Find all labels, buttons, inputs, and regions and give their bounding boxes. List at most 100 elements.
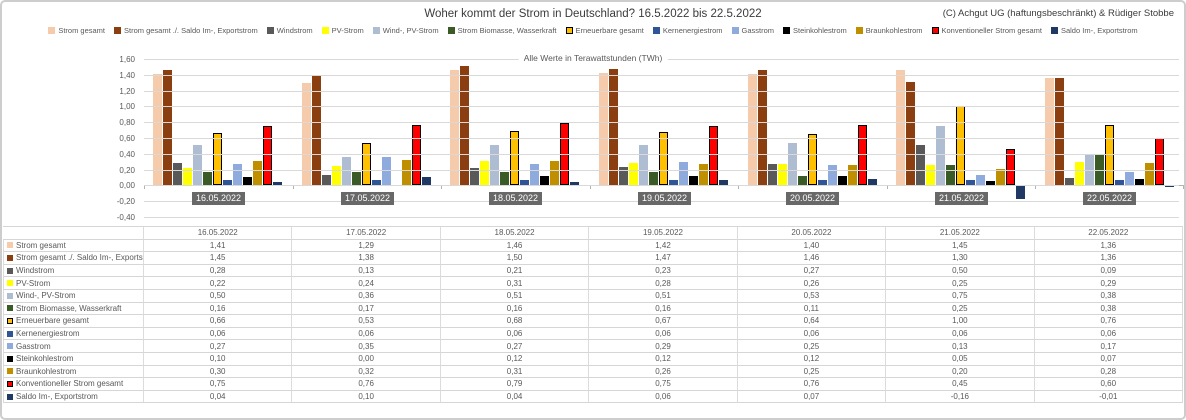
table-row-label: Strom gesamt ./. Saldo Im-, Exportstrom bbox=[3, 252, 144, 265]
y-axis-tick-label: -0,40 bbox=[116, 213, 135, 222]
legend-swatch bbox=[372, 27, 380, 34]
table-row-swatch bbox=[7, 292, 13, 299]
gridline bbox=[144, 169, 1179, 171]
legend-item: Saldo Im-, Exportstrom bbox=[1050, 26, 1138, 35]
table-cell: 0,67 bbox=[589, 315, 738, 328]
table-cell: 0,20 bbox=[886, 365, 1035, 379]
table-row-label: Kernenergiestrom bbox=[3, 327, 144, 341]
table-cell: 1,40 bbox=[737, 239, 887, 253]
table-row-label: Windstrom bbox=[3, 264, 144, 278]
bar bbox=[629, 163, 638, 185]
legend-label: Erneuerbare gesamt bbox=[575, 26, 644, 35]
table-row-label: Wind-, PV-Strom bbox=[3, 289, 144, 303]
table-row-label: Saldo Im-, Exportstrom bbox=[3, 390, 144, 404]
bar bbox=[649, 172, 658, 185]
y-axis-tick-label: 0,40 bbox=[119, 149, 135, 159]
y-axis-tick-label: 1,00 bbox=[119, 102, 135, 112]
table-cell: 0,17 bbox=[292, 302, 441, 316]
bar bbox=[798, 176, 807, 185]
table-cell: 1,30 bbox=[886, 252, 1035, 265]
table-cell: 0,45 bbox=[886, 378, 1035, 391]
legend-item: Strom gesamt ./. Saldo Im-, Exportstrom bbox=[114, 26, 258, 35]
legend-label: Steinkohlestrom bbox=[793, 26, 847, 35]
bar bbox=[1115, 180, 1124, 185]
plot-area: 16.05.2022 17.05.2022 18.05.2022 19.05.2022… bbox=[144, 59, 1184, 229]
table-cell: 0,22 bbox=[144, 277, 293, 290]
table-cell: 0,35 bbox=[292, 340, 441, 353]
table-row-swatch bbox=[7, 317, 13, 324]
x-axis-label-text: 22.05.2022 bbox=[1082, 192, 1137, 206]
bar bbox=[926, 165, 935, 185]
table-cell: 0,12 bbox=[440, 352, 590, 366]
legend-swatch bbox=[565, 27, 573, 34]
table-row-label-text: Steinkohlestrom bbox=[16, 354, 74, 364]
y-axis-tick-label: 1,40 bbox=[119, 70, 135, 80]
bar bbox=[858, 125, 867, 185]
x-axis-label-text: 17.05.2022 bbox=[340, 192, 395, 206]
table-row-label-text: Braunkohlestrom bbox=[16, 366, 77, 376]
table-cell: 0,27 bbox=[144, 340, 293, 353]
x-axis-tick bbox=[1183, 185, 1184, 190]
table-cell: 0,06 bbox=[440, 327, 590, 341]
table-cell: 0,66 bbox=[144, 315, 293, 328]
bar bbox=[936, 126, 945, 185]
table-cell: -0,16 bbox=[886, 390, 1035, 404]
table-cell: 0,50 bbox=[886, 264, 1035, 278]
table-header-cell: 20.05.2022 bbox=[737, 227, 887, 240]
table-cell: 1,46 bbox=[737, 252, 887, 265]
page-title: Woher kommt der Strom in Deutschland? 16… bbox=[424, 8, 762, 20]
table-cell: 0,16 bbox=[440, 302, 590, 316]
table-cell: 1,42 bbox=[589, 239, 738, 253]
bar bbox=[402, 160, 411, 185]
x-axis-label: 19.05.2022 bbox=[590, 188, 739, 206]
bar bbox=[490, 145, 499, 185]
gridline bbox=[144, 138, 1179, 139]
bar bbox=[372, 180, 381, 185]
legend-label: Kernenergiestrom bbox=[662, 26, 723, 35]
table-row-label-text: Konventioneller Strom gesamt bbox=[16, 379, 124, 389]
table-cell: 1,41 bbox=[144, 239, 293, 253]
table-cell: 0,06 bbox=[737, 327, 887, 341]
bar bbox=[342, 157, 351, 185]
bar bbox=[986, 181, 995, 185]
table-cell: 0,75 bbox=[589, 378, 738, 391]
x-axis-label-text: 20.05.2022 bbox=[785, 192, 840, 206]
legend-label: Strom Biomasse, Wasserkraft bbox=[457, 26, 557, 35]
bar bbox=[460, 66, 469, 185]
bar bbox=[996, 169, 1005, 185]
table-cell: 0,29 bbox=[589, 340, 738, 353]
y-axis-tick-label: 0,60 bbox=[119, 134, 135, 143]
chart-subtitle: Alle Werte in Terawattstunden (TWh) bbox=[518, 53, 668, 63]
table-row-label: Strom Biomasse, Wasserkraft bbox=[3, 302, 144, 316]
x-axis-label: 18.05.2022 bbox=[441, 188, 590, 206]
x-axis-label-text: 18.05.2022 bbox=[488, 192, 543, 206]
legend-item: Konventioneller Strom gesamt bbox=[931, 26, 1042, 35]
bar bbox=[719, 180, 728, 185]
legend-item: Steinkohlestrom bbox=[783, 26, 847, 35]
table-cell: 0,25 bbox=[737, 340, 887, 353]
x-axis-tick bbox=[441, 185, 442, 190]
y-axis-tick-label: 0,20 bbox=[119, 165, 135, 175]
gridline bbox=[144, 106, 1179, 108]
bar bbox=[946, 165, 955, 185]
legend-swatch bbox=[652, 27, 660, 34]
bar bbox=[838, 176, 847, 185]
legend-swatch bbox=[321, 27, 329, 34]
legend-item: Strom Biomasse, Wasserkraft bbox=[447, 26, 557, 35]
table-cell: 0,32 bbox=[292, 365, 441, 379]
bar bbox=[193, 145, 202, 185]
table-row-swatch bbox=[7, 380, 13, 387]
bar bbox=[243, 177, 252, 185]
table-cell: 0,06 bbox=[1034, 327, 1183, 341]
table-header-cell: 22.05.2022 bbox=[1034, 227, 1183, 240]
bar bbox=[1055, 78, 1064, 185]
x-axis-label-text: 16.05.2022 bbox=[191, 192, 246, 206]
table-row-label: Braunkohlestrom bbox=[3, 365, 144, 379]
bar bbox=[382, 157, 391, 185]
y-axis-tick-label: -0,20 bbox=[116, 197, 135, 207]
bar bbox=[203, 172, 212, 185]
bar bbox=[213, 133, 222, 185]
bar bbox=[540, 176, 549, 185]
table-cell: 1,36 bbox=[1034, 239, 1183, 253]
x-axis-label: 21.05.2022 bbox=[887, 188, 1036, 206]
